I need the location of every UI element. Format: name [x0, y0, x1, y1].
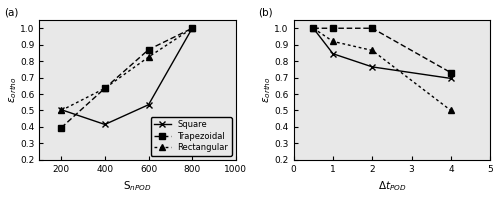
- Rectangular: [189, 27, 195, 29]
- Square: [448, 77, 454, 80]
- Line: Square: Square: [58, 25, 195, 127]
- Rectangular: [146, 56, 152, 58]
- Trapezoidal: [370, 27, 376, 29]
- Rectangular: [448, 109, 454, 112]
- Trapezoidal: [330, 27, 336, 29]
- Rectangular: [370, 49, 376, 52]
- Square: [102, 123, 108, 126]
- Square: [310, 27, 316, 29]
- Trapezoidal: [189, 27, 195, 29]
- Square: [370, 66, 376, 68]
- Line: Trapezoidal: Trapezoidal: [310, 25, 454, 75]
- Y-axis label: $\varepsilon_{ortho}$: $\varepsilon_{ortho}$: [262, 77, 273, 103]
- Trapezoidal: [102, 87, 108, 89]
- Trapezoidal: [310, 27, 316, 29]
- Line: Rectangular: Rectangular: [58, 25, 195, 113]
- X-axis label: S$_{nPOD}$: S$_{nPOD}$: [124, 179, 152, 193]
- Rectangular: [102, 87, 108, 89]
- X-axis label: $\Delta t_{POD}$: $\Delta t_{POD}$: [378, 179, 406, 193]
- Line: Trapezoidal: Trapezoidal: [58, 25, 195, 131]
- Legend: Square, Trapezoidal, Rectangular: Square, Trapezoidal, Rectangular: [151, 117, 232, 156]
- Text: (a): (a): [4, 7, 18, 17]
- Trapezoidal: [58, 127, 64, 129]
- Rectangular: [330, 40, 336, 43]
- Text: (b): (b): [258, 7, 273, 17]
- Line: Rectangular: Rectangular: [310, 25, 454, 113]
- Trapezoidal: [146, 48, 152, 51]
- Trapezoidal: [448, 71, 454, 74]
- Square: [189, 27, 195, 29]
- Square: [58, 108, 64, 111]
- Rectangular: [310, 27, 316, 29]
- Square: [146, 104, 152, 106]
- Y-axis label: $\varepsilon_{ortho}$: $\varepsilon_{ortho}$: [7, 77, 18, 103]
- Square: [330, 53, 336, 55]
- Line: Square: Square: [310, 25, 454, 81]
- Rectangular: [58, 109, 64, 112]
